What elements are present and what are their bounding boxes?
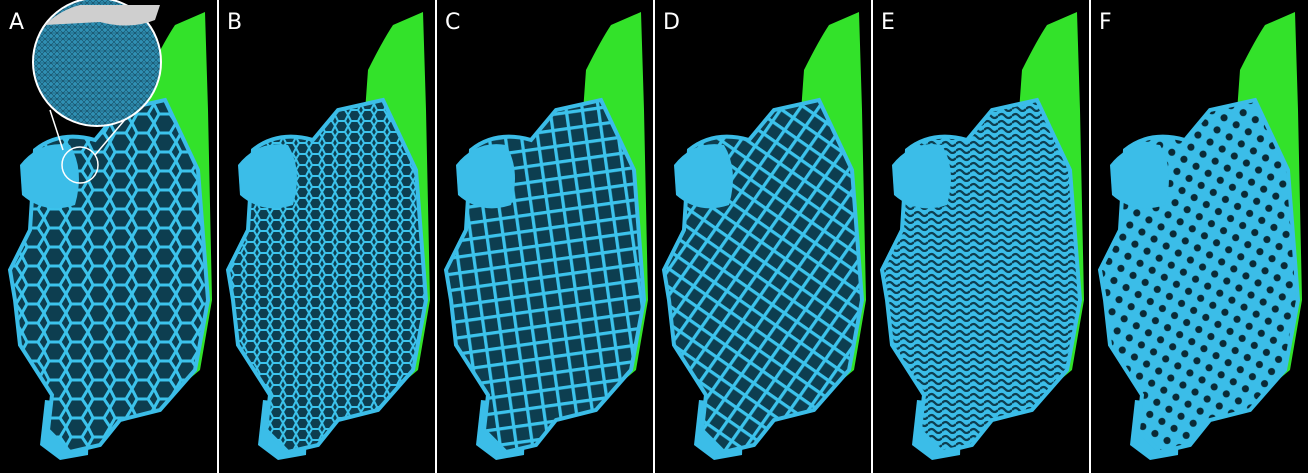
panel: C xyxy=(436,0,654,473)
page: ABCDEF (() => { const data = JSON.parse(… xyxy=(0,0,1308,473)
panel-label: A xyxy=(9,10,24,35)
panel-label: F xyxy=(1099,10,1112,35)
panel: F xyxy=(1090,0,1308,473)
figure: A B C D E F xyxy=(0,0,1308,473)
panel-label: E xyxy=(881,10,895,35)
panel: E xyxy=(872,0,1090,473)
panel-label: D xyxy=(663,10,680,35)
panel: D xyxy=(654,0,872,473)
panel: B xyxy=(218,0,436,473)
panel-label: B xyxy=(227,10,242,35)
panel-label: C xyxy=(445,10,460,35)
panel: A xyxy=(0,0,218,473)
